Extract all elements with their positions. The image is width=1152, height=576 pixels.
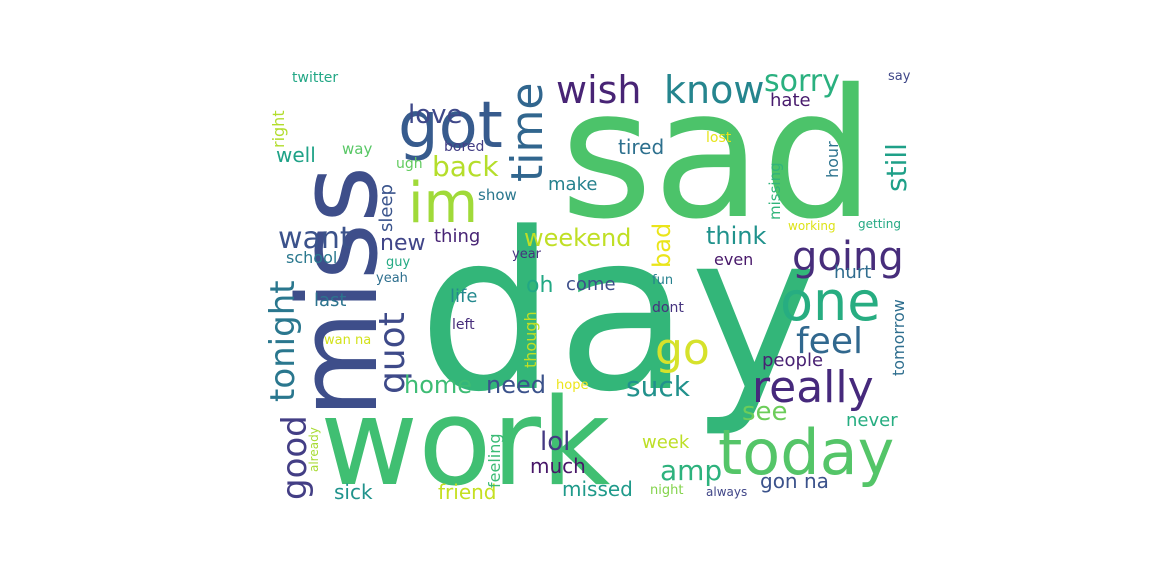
word-go: go — [655, 324, 710, 375]
word-sad: sad — [560, 51, 875, 258]
word-think: think — [706, 222, 767, 250]
word-today: today — [718, 416, 894, 489]
word-sleep: sleep — [376, 184, 397, 232]
word-twitter: twitter — [292, 70, 338, 86]
word-suck: suck — [626, 370, 691, 403]
word-one: one — [780, 270, 881, 333]
word-tired: tired — [618, 135, 664, 159]
word-sorry: sorry — [764, 64, 840, 99]
word-lost: lost — [706, 130, 732, 146]
word-work: work — [320, 374, 611, 513]
word-make: make — [548, 174, 597, 195]
word-left: left — [452, 317, 475, 333]
word-wish: wish — [556, 68, 642, 112]
word-hour: hour — [823, 141, 842, 178]
word-already: already — [307, 427, 321, 472]
word-oh: oh — [526, 273, 553, 298]
word-night: night — [650, 483, 683, 498]
word-want: want — [278, 221, 352, 256]
word-bored: bored — [444, 139, 484, 155]
word-going: going — [792, 234, 904, 280]
word-week: week — [642, 432, 690, 453]
word-hope: hope — [556, 378, 588, 393]
word-year: year — [512, 247, 542, 262]
word-see: see — [742, 397, 788, 427]
word-time: time — [502, 83, 553, 182]
word-feeling: feeling — [485, 433, 504, 488]
word-say: say — [888, 69, 911, 84]
word-wan-na: wan na — [324, 333, 371, 348]
word-sick: sick — [334, 480, 373, 504]
word-new: new — [380, 231, 425, 256]
word-miss: miss — [274, 166, 402, 418]
word-lol: lol — [540, 427, 570, 457]
word-guy: guy — [386, 255, 410, 270]
word-working: working — [788, 219, 836, 233]
word-always: always — [706, 485, 747, 499]
word-last: last — [314, 290, 346, 311]
word-missed: missed — [562, 477, 633, 501]
word-tomorrow: tomorrow — [889, 299, 908, 376]
word-though: though — [521, 311, 540, 368]
word-home: home — [404, 371, 472, 399]
word-tonight: tonight — [263, 280, 303, 402]
word-getting: getting — [858, 217, 901, 231]
word-friend: friend — [438, 480, 497, 504]
word-right: right — [269, 110, 288, 148]
word-thing: thing — [434, 226, 480, 247]
word-way: way — [342, 140, 372, 158]
word-love: love — [408, 100, 463, 130]
word-well: well — [276, 143, 316, 167]
word-got: got — [398, 89, 503, 163]
word-people: people — [762, 350, 823, 371]
word-still: still — [880, 143, 913, 192]
word-missing: missing — [766, 162, 784, 220]
word-good: good — [275, 415, 315, 500]
word-fun: fun — [652, 273, 673, 288]
word-amp: amp — [660, 454, 722, 487]
word-yeah: yeah — [376, 271, 408, 286]
word-bad: bad — [648, 223, 676, 268]
word-gon-na: gon na — [760, 469, 829, 493]
word-day: day — [418, 187, 819, 440]
word-feel: feel — [796, 321, 863, 362]
word-quot: quot — [372, 312, 413, 394]
word-even: even — [714, 250, 753, 269]
word-come: come — [566, 274, 616, 295]
word-back: back — [432, 150, 499, 183]
word-really: really — [752, 362, 874, 413]
word-know: know — [664, 68, 764, 112]
word-hurt: hurt — [834, 262, 871, 283]
word-show: show — [478, 186, 517, 204]
word-weekend: weekend — [524, 224, 631, 252]
word-much: much — [530, 454, 586, 478]
word-life: life — [450, 286, 477, 307]
word-school: school — [286, 248, 337, 267]
word-im: im — [408, 171, 478, 236]
word-need: need — [486, 371, 546, 399]
word-hate: hate — [770, 90, 811, 111]
word-dont: dont — [652, 300, 684, 316]
word-ugh: ugh — [396, 156, 423, 172]
word-never: never — [846, 410, 898, 431]
